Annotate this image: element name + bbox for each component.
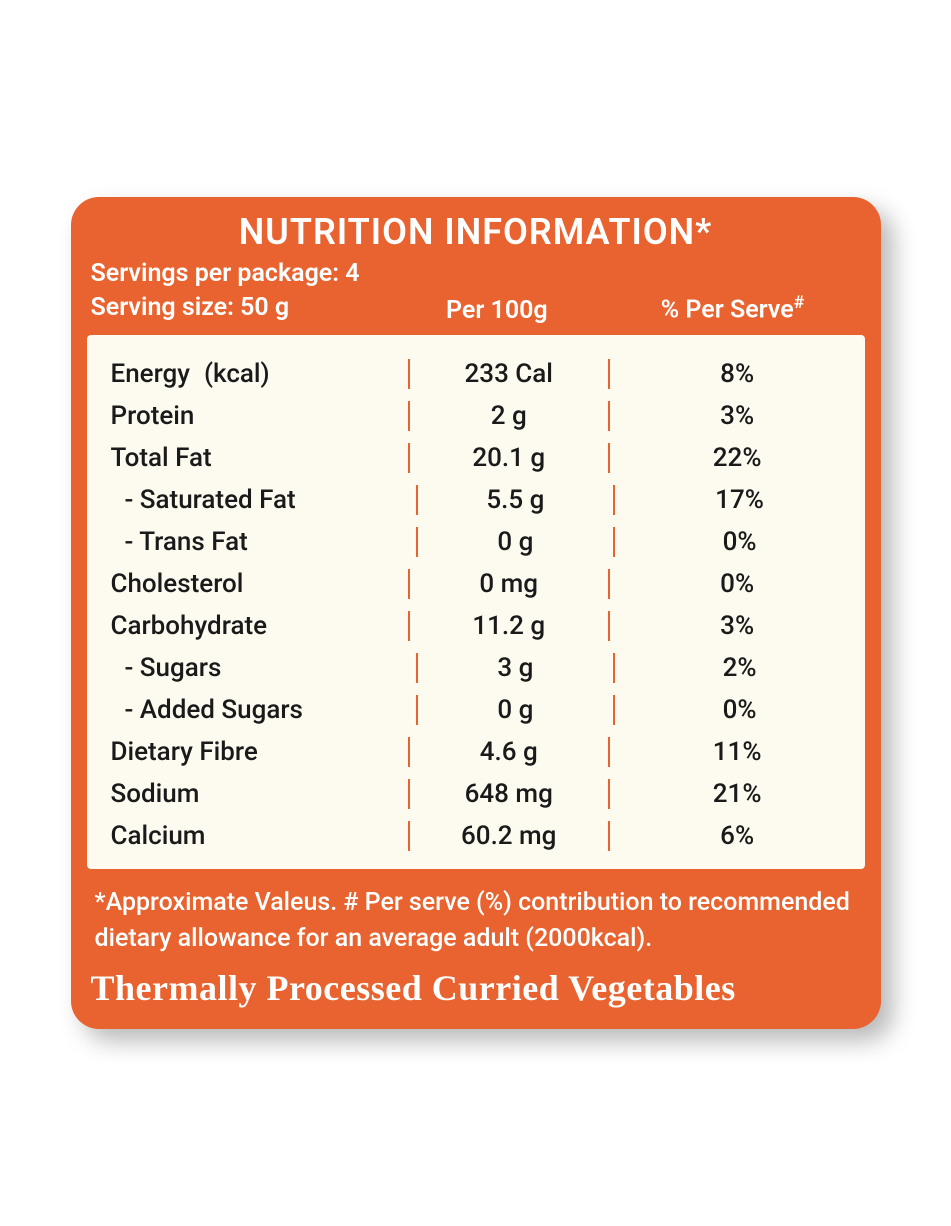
- per-100g-value: 11.2 g: [408, 611, 608, 641]
- table-row: - Sugars3 g2%: [87, 647, 865, 689]
- per-100g-value: 648 mg: [408, 779, 608, 809]
- nutrient-name: - Saturated Fat: [87, 485, 417, 515]
- table-row: Total Fat20.1 g22%: [87, 437, 865, 479]
- nutrition-table: Energy(kcal)233 Cal8%Protein2 g3%Total F…: [87, 335, 865, 869]
- per-100g-value: 4.6 g: [408, 737, 608, 767]
- servings-per-package: Servings per package: 4: [91, 257, 390, 291]
- per-serve-pct: 0%: [613, 695, 865, 725]
- footnote: *Approximate Valeus. # Per serve (%) con…: [87, 869, 865, 962]
- col-header-per100: Per 100g: [397, 296, 596, 325]
- per-serve-pct: 3%: [608, 401, 865, 431]
- per-serve-pct: 3%: [608, 611, 865, 641]
- per-100g-value: 60.2 mg: [408, 821, 608, 851]
- table-row: Cholesterol0 mg0%: [87, 563, 865, 605]
- nutrient-name: - Trans Fat: [87, 527, 417, 557]
- table-row: Calcium60.2 mg6%: [87, 815, 865, 857]
- panel-title: NUTRITION INFORMATION*: [87, 211, 865, 253]
- per-100g-value: 3 g: [416, 653, 612, 683]
- per-serve-pct: 2%: [613, 653, 865, 683]
- per-serve-pct: 0%: [608, 569, 865, 599]
- per-serve-pct: 6%: [608, 821, 865, 851]
- per-serve-pct: 17%: [613, 485, 865, 515]
- nutrient-name: Cholesterol: [87, 569, 408, 599]
- product-name: Thermally Processed Curried Vegetables: [87, 961, 865, 1009]
- table-row: - Saturated Fat5.5 g17%: [87, 479, 865, 521]
- serving-size: Serving size: 50 g: [91, 291, 390, 325]
- nutrient-name: Energy(kcal): [87, 359, 408, 389]
- nutrient-name: Dietary Fibre: [87, 737, 408, 767]
- table-row: - Trans Fat0 g0%: [87, 521, 865, 563]
- nutrient-name: - Added Sugars: [87, 695, 417, 725]
- table-row: - Added Sugars0 g0%: [87, 689, 865, 731]
- col-header-perserve: % Per Serve#: [604, 293, 860, 324]
- per-serve-pct: 22%: [608, 443, 865, 473]
- nutrient-name: Total Fat: [87, 443, 408, 473]
- nutrient-unit: (kcal): [204, 359, 270, 389]
- table-row: Protein2 g3%: [87, 395, 865, 437]
- table-row: Energy(kcal)233 Cal8%: [87, 353, 865, 395]
- per-100g-value: 0 g: [416, 527, 612, 557]
- nutrition-panel: NUTRITION INFORMATION* Servings per pack…: [71, 197, 881, 1029]
- per-100g-value: 0 g: [416, 695, 612, 725]
- table-row: Sodium648 mg21%: [87, 773, 865, 815]
- nutrient-name: Calcium: [87, 821, 408, 851]
- nutrient-name: Sodium: [87, 779, 408, 809]
- header-row: Servings per package: 4 Serving size: 50…: [87, 257, 865, 335]
- table-row: Dietary Fibre4.6 g11%: [87, 731, 865, 773]
- per-serve-pct: 11%: [608, 737, 865, 767]
- serving-info: Servings per package: 4 Serving size: 50…: [91, 257, 390, 325]
- table-row: Carbohydrate11.2 g3%: [87, 605, 865, 647]
- per-100g-value: 5.5 g: [416, 485, 612, 515]
- per-100g-value: 2 g: [408, 401, 608, 431]
- nutrient-name: Carbohydrate: [87, 611, 408, 641]
- per-100g-value: 233 Cal: [408, 359, 608, 389]
- per-serve-pct: 8%: [608, 359, 865, 389]
- nutrient-name: Protein: [87, 401, 408, 431]
- nutrient-name: - Sugars: [87, 653, 417, 683]
- per-100g-value: 20.1 g: [408, 443, 608, 473]
- per-serve-pct: 21%: [608, 779, 865, 809]
- per-serve-pct: 0%: [613, 527, 865, 557]
- per-100g-value: 0 mg: [408, 569, 608, 599]
